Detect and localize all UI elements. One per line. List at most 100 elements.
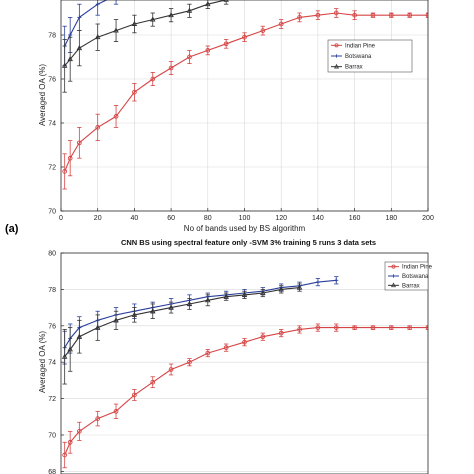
legend: Indian Pine Botswana Barrax [327,39,413,73]
data-point [425,325,428,330]
data-point [67,346,73,352]
data-point [297,15,302,20]
data-point [150,76,156,82]
data-point [205,350,211,356]
data-point [223,41,229,47]
series-indian-pine [62,8,428,190]
data-point [296,284,303,290]
data-point [95,2,100,7]
data-point [94,324,101,330]
legend-marker [334,43,339,48]
data-point [223,293,229,299]
data-point [278,21,284,27]
data-point [77,15,82,20]
data-point [132,392,137,398]
data-point [388,325,394,330]
data-point [352,325,357,330]
legend-marker [334,54,339,58]
data-point [76,429,82,434]
data-point [205,1,211,7]
data-point [68,33,73,37]
data-point [76,140,82,146]
data-point [150,379,156,385]
data-point [260,28,266,33]
y-tick-label: 70 [48,433,56,440]
y-tick-label: 68 [48,469,56,474]
data-point [67,56,73,62]
y-axis-label: Averaged OA (%) [38,64,47,126]
data-point [113,114,119,119]
data-point [333,325,339,330]
x-tick-label: 80 [204,215,212,222]
data-point [425,12,428,18]
data-point [223,0,229,2]
y-tick-label: 72 [48,165,56,172]
data-point [132,89,137,95]
data-point [334,278,339,283]
y-tick-label: 76 [48,77,56,84]
legend-entry-label: Indian Pine [345,43,376,49]
data-point [113,408,119,414]
data-point [278,286,284,292]
legend-marker [334,63,339,69]
data-point [113,27,119,33]
data-point [370,12,376,18]
data-point [242,339,247,345]
data-point [186,7,193,13]
legend-entry-label: Botswana [345,54,372,60]
data-point [370,325,376,330]
legend: Indian Pine Botswana Barrax [384,261,433,291]
x-tick-label: 40 [131,215,139,222]
data-point [297,327,302,332]
data-point [76,333,83,339]
data-point [407,325,412,330]
data-point [149,16,156,22]
data-point [131,311,138,317]
data-point [67,439,73,445]
y-axis-label: Averaged OA (%) [38,331,47,393]
data-point [76,45,83,51]
data-point [113,317,119,323]
series-line [64,327,428,456]
data-point [187,54,192,60]
y-tick-label: 70 [48,209,56,216]
data-point [205,48,211,53]
data-point [315,12,321,18]
y-tick-label: 74 [48,121,56,128]
data-point [333,10,339,16]
series-layer [61,276,428,469]
x-tick-label: 20 [94,215,102,222]
series-layer [61,0,428,190]
data-point [260,334,266,340]
data-point [407,12,412,18]
data-point [168,65,174,71]
data-point [61,62,68,68]
data-point [242,34,247,40]
legend-marker [391,264,396,269]
y-tick-label: 74 [48,360,56,367]
y-tick-label: 78 [48,33,56,40]
x-tick-label: 140 [312,215,324,222]
chart-panel-1: 70 72 74 76 78 0 20 40 60 80 100 120 140 160 180 200 Ave… [5,0,434,235]
data-point [62,452,68,458]
legend-marker [391,274,396,278]
data-point [352,12,357,18]
data-point [187,359,192,365]
data-point [278,330,284,336]
data-point [62,169,68,174]
x-tick-label: 100 [239,215,251,222]
y-tick-label: 72 [48,396,56,403]
y-tick-label: 80 [48,251,56,258]
data-point [149,308,156,314]
series-barrax [61,283,303,385]
data-point [61,353,68,359]
x-axis-label: No of bands used by BS algorithm [184,224,306,233]
legend-entry-label: Barrax [345,65,363,71]
data-point [67,155,73,161]
data-point [388,12,394,18]
data-point [223,345,229,350]
legend-entry-label: Indian Pine [402,265,433,271]
data-point [94,34,101,40]
legend-entry-label: Botswana [402,274,429,280]
